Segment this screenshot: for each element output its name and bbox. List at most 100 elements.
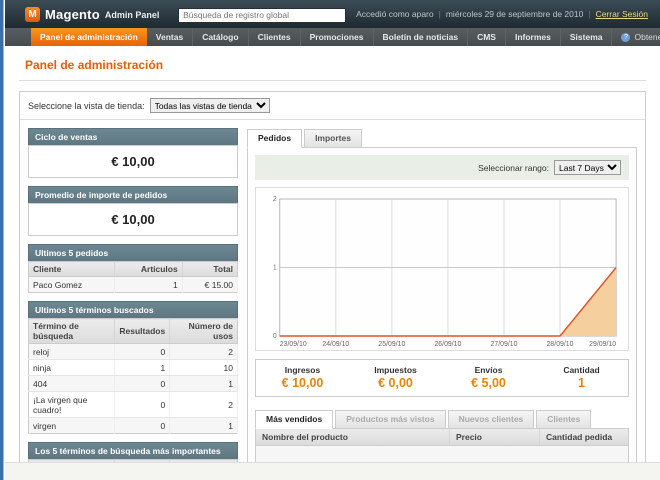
header-user-area: Accedió como aparo | miércoles 29 de sep… — [356, 9, 652, 19]
table-cell: 0 — [114, 391, 171, 418]
orders-tab-bar: Pedidos Importes — [247, 129, 637, 148]
svg-text:28/09/10: 28/09/10 — [547, 341, 574, 348]
last-orders-table: Cliente Artículos Total Paco Gomez 1 € 15.00 — [28, 261, 239, 293]
table-cell: 0 — [114, 343, 171, 360]
total-ingresos: Ingresos € 10,00 — [256, 365, 349, 390]
chart-wrapper: 0 1 2 23/09/10 24/09/10 25/09/10 26/09/10 27/09… — [255, 187, 629, 351]
widget-title: Promedio de importe de pedidos — [28, 186, 238, 203]
content-area: Panel de administración Seleccione la vi… — [5, 46, 660, 480]
nav-item-sistema[interactable]: Sistema — [561, 28, 613, 46]
logo-text: Magento — [45, 6, 100, 22]
tab-productos-m-s-vistos: Productos más vistos — [335, 410, 446, 429]
store-view-label: Seleccione la vista de tienda: — [28, 100, 145, 111]
nav-item-ventas[interactable]: Ventas — [147, 28, 194, 46]
lifetime-sales-widget: Ciclo de ventas € 10,00 — [28, 128, 238, 178]
total-cantidad: Cantidad 1 — [535, 365, 628, 390]
page-title: Panel de administración — [19, 56, 646, 81]
svg-text:1: 1 — [273, 264, 277, 271]
tab-m-s-vendidos[interactable]: Más vendidos — [255, 410, 334, 429]
total-label: Cantidad — [563, 365, 600, 375]
magento-logo-icon: M — [25, 6, 40, 22]
global-search-input[interactable] — [178, 7, 347, 23]
table-cell: reloj — [28, 343, 116, 360]
window-frame-edge — [0, 0, 4, 480]
table-row: ¡La virgen que cuadro! 0 2 — [28, 391, 238, 418]
nav-item-clientes[interactable]: Clientes — [249, 28, 301, 46]
tab-pedidos[interactable]: Pedidos — [247, 129, 303, 148]
dashboard-container: Seleccione la vista de tienda: Todas las… — [19, 91, 646, 480]
svg-text:2: 2 — [273, 196, 277, 203]
column-header: Número de usos — [169, 318, 238, 344]
widget-title: Ultimos 5 pedidos — [28, 244, 238, 261]
nav-item-informes[interactable]: Informes — [506, 28, 561, 46]
total-label: Impuestos — [374, 365, 417, 375]
logo-suffix: Admin Panel — [104, 10, 160, 20]
nav-item-cms[interactable]: CMS — [468, 28, 506, 46]
grid-column-header: Precio — [450, 429, 540, 445]
table-cell: 1 — [169, 417, 238, 434]
separator: | — [588, 9, 591, 19]
tab-importes[interactable]: Importes — [304, 129, 362, 148]
table-cell: 0 — [114, 375, 171, 392]
current-date: miércoles 29 de septiembre de 2010 — [445, 9, 584, 19]
table-cell: 0 — [114, 417, 171, 434]
nav-item-panel-de-administraci-n[interactable]: Panel de administración — [31, 28, 147, 46]
table-row: ninja 1 10 — [28, 359, 238, 376]
nav-item-promociones[interactable]: Promociones — [301, 28, 374, 46]
dashboard-right-column: Pedidos Importes Seleccionar rango: Last … — [247, 128, 637, 480]
total-value: 1 — [578, 376, 585, 390]
help-link[interactable]: ? Obtener ayuda para esta página — [612, 28, 660, 46]
separator: | — [438, 9, 441, 19]
table-row: Paco Gomez 1 € 15.00 — [28, 276, 239, 293]
column-header: Artículos — [114, 261, 183, 277]
range-toolbar: Seleccionar rango: Last 7 Days — [255, 155, 629, 180]
table-cell: Paco Gomez — [28, 276, 115, 293]
nav-item-bolet-n-de-noticias[interactable]: Boletín de noticias — [374, 28, 469, 46]
grid-column-header: Nombre del producto — [256, 429, 450, 445]
widget-title: Ciclo de ventas — [28, 128, 238, 145]
widget-title: Ultimos 5 términos buscados — [28, 301, 238, 318]
table-cell: ninja — [28, 359, 116, 376]
table-cell: 404 — [28, 375, 116, 392]
column-header: Cliente — [28, 261, 115, 277]
table-cell: 1 — [114, 276, 183, 293]
tab-nuevos-clientes: Nuevos clientes — [447, 410, 535, 429]
table-cell: virgen — [28, 417, 116, 434]
table-cell: 2 — [169, 343, 238, 360]
table-row: 404 0 1 — [28, 375, 238, 392]
dashboard-left-column: Ciclo de ventas € 10,00 Promedio de impo… — [28, 128, 239, 480]
total-label: Ingresos — [284, 365, 321, 375]
table-cell: 1 — [169, 375, 238, 392]
orders-panel: Seleccionar rango: Last 7 Days 0 1 2 23/09/… — [247, 147, 637, 480]
magento-admin-page: M Magento Admin Panel Accedió como aparo… — [5, 0, 660, 480]
svg-text:27/09/10: 27/09/10 — [491, 341, 518, 348]
svg-text:25/09/10: 25/09/10 — [378, 341, 405, 348]
products-grid-header: Nombre del producto Precio Cantidad pedida — [256, 429, 628, 446]
range-select[interactable]: Last 7 Days — [554, 160, 621, 175]
logout-link[interactable]: Cerrar Sesión — [595, 9, 648, 19]
lifetime-sales-value: € 10,00 — [28, 145, 238, 178]
table-row: virgen 0 1 — [28, 417, 238, 434]
column-header: Término de búsqueda — [28, 318, 116, 344]
total-envíos: Envíos € 5,00 — [442, 365, 535, 390]
total-value: € 10,00 — [281, 376, 324, 390]
orders-area-chart: 0 1 2 23/09/10 24/09/10 25/09/10 26/09/10 27/09… — [273, 196, 617, 348]
dashboard-body: Ciclo de ventas € 10,00 Promedio de impo… — [20, 120, 645, 480]
last-search-terms-widget: Ultimos 5 términos buscados Término de b… — [28, 301, 238, 434]
grid-column-header: Cantidad pedida — [546, 432, 613, 442]
magento-logo: M Magento Admin Panel — [13, 6, 160, 22]
column-header: Resultados — [114, 318, 171, 344]
header-bar: M Magento Admin Panel Accedió como aparo… — [5, 0, 660, 28]
nav-item-cat-logo[interactable]: Catálogo — [193, 28, 249, 46]
table-cell: 10 — [169, 359, 238, 376]
svg-text:24/09/10: 24/09/10 — [322, 341, 349, 348]
store-view-select[interactable]: Todas las vistas de tienda — [149, 98, 270, 113]
average-order-value: € 10,00 — [28, 203, 238, 236]
widget-title: Los 5 términos de búsqueda más important… — [28, 442, 238, 459]
main-nav: Panel de administración Ventas Catálogo Cli… — [5, 28, 660, 46]
footer-strip — [5, 462, 660, 480]
svg-text:26/09/10: 26/09/10 — [434, 341, 461, 348]
table-cell: ¡La virgen que cuadro! — [28, 391, 116, 418]
bottom-tab-bar: Más vendidos Productos más vistos Nuevos c… — [255, 410, 629, 429]
table-row: reloj 0 2 — [28, 343, 238, 360]
